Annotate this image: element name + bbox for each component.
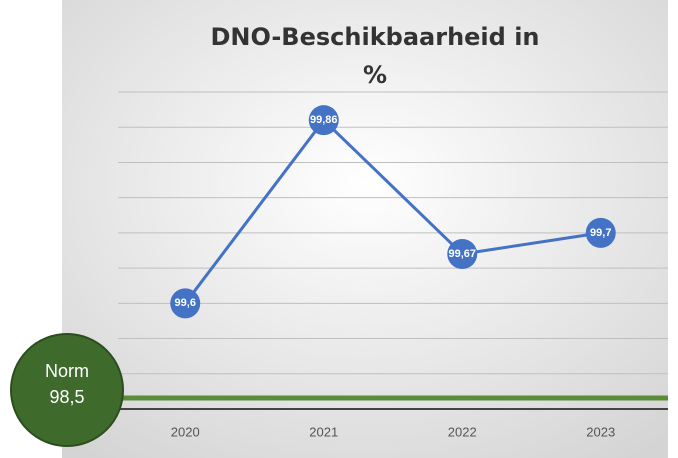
- data-label: 99,6: [175, 297, 196, 309]
- marker: [585, 217, 616, 248]
- marker: [170, 288, 201, 319]
- norm-value: 98,5: [49, 387, 84, 407]
- data-label: 99,7: [590, 227, 611, 239]
- marker: [308, 105, 339, 136]
- chart-background: [62, 0, 668, 458]
- chart-title: DNO-Beschikbaarheid in %: [210, 23, 540, 89]
- data-label: 99,86: [310, 114, 338, 126]
- x-tick-label: 2022: [448, 424, 477, 439]
- data-label: 99,67: [448, 248, 476, 260]
- series-line: [184, 117, 601, 305]
- x-tick-label: 2023: [586, 424, 615, 439]
- x-tick-label: 2020: [171, 424, 200, 439]
- x-tick-label: 2021: [309, 424, 338, 439]
- norm-label: Norm: [45, 361, 89, 381]
- norm-badge: [10, 333, 124, 447]
- marker: [447, 239, 478, 270]
